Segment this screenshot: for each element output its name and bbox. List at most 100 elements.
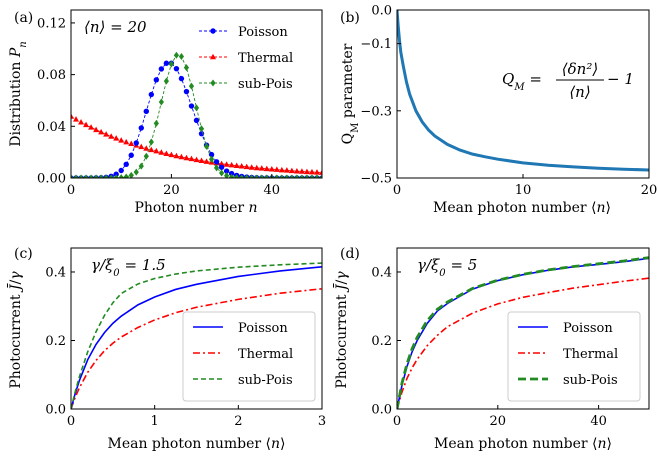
y-tick-label: 0.08 [37,68,66,83]
legend-box [507,311,641,402]
axes-frame [70,9,323,179]
data-point [210,53,216,60]
data-point [279,174,285,178]
data-point [148,138,154,146]
data-point [288,167,295,174]
series-thermal [397,277,649,409]
panel-b: 0 10 20 −0.5 −0.3 −0.1 0.0 (b) Mean photon numbe… [340,4,657,217]
legend: Poisson Thermal sub-Pois [182,311,316,402]
data-point [123,173,129,178]
data-point [284,174,290,178]
plot-area-b [397,10,649,172]
data-point [213,164,220,172]
series-subpois [397,256,649,409]
series-subpois [71,262,322,409]
y-axis-label: Photocurrent J̄/γ [332,271,350,389]
data-point [273,166,280,172]
data-point [188,103,195,109]
data-point [259,174,265,178]
plot-area-a [71,51,322,178]
data-point [263,165,270,172]
legend-item: Poisson [518,321,613,336]
x-axis-label: Photon number n [134,200,257,216]
y-tick-label: 0.2 [371,334,392,349]
data-point [118,137,125,143]
data-point [173,51,180,59]
data-point [188,155,195,162]
legend-label: sub-Pois [238,373,293,388]
data-point [278,166,285,173]
data-point [133,168,139,176]
y-tick-label: 0.4 [45,265,66,280]
data-point [128,152,134,158]
data-point [264,174,270,178]
data-point [319,174,322,178]
data-point [88,174,94,178]
panel-label: (c) [14,246,33,262]
data-point [253,164,260,171]
data-point [128,140,135,147]
data-point [234,174,240,178]
data-point [128,171,134,178]
panel-label: (d) [340,246,360,262]
data-point [294,174,300,178]
data-point [153,119,159,127]
data-point [198,157,205,163]
data-point [168,60,174,68]
data-point [153,147,160,154]
x-tick-label: 0 [393,183,401,198]
legend-label: Thermal [238,347,293,362]
x-tick-label: 40 [264,183,281,198]
legend: Poisson Thermal sub-Pois [199,25,293,92]
y-tick-label: −0.5 [360,172,392,187]
series-thermal [71,287,322,409]
legend: Poisson Thermal sub-Pois [507,311,641,402]
data-point [78,174,84,178]
data-point [289,174,295,178]
formula-numerator: ⟨δn²⟩ [562,60,598,78]
data-point [178,153,185,160]
data-point [143,152,149,160]
data-point [198,125,205,133]
qm-curve [397,10,649,172]
data-point [210,79,216,87]
data-point [153,77,160,83]
panel-label: (b) [340,10,360,26]
legend-label: Poisson [238,321,288,336]
series-line [71,116,322,174]
series-thermal [71,113,322,175]
legend-item: Poisson [193,321,288,336]
data-point [299,174,305,178]
axes-frame [396,247,650,410]
plot-area [71,262,322,409]
data-point [103,131,110,137]
legend-item: sub-Pois [193,373,293,388]
x-tick-label: 20 [490,414,507,429]
data-point [148,91,155,98]
ratio-annotation: γ/ξ0 = 5 [417,256,477,279]
data-point [71,174,74,178]
data-point [210,28,216,34]
y-tick-label: 0.0 [371,4,392,19]
data-point [309,174,315,178]
data-point [219,169,225,177]
legend-label: sub-Pois [563,373,618,388]
data-point [313,169,320,175]
data-point [163,60,170,66]
data-point [163,77,169,85]
data-point [138,143,145,150]
data-point [283,167,290,173]
data-point [93,174,99,178]
y-tick-label: 0.12 [37,16,66,31]
y-tick-label: 0.4 [371,265,392,280]
data-point [244,174,250,178]
x-tick-label: 0 [393,414,401,429]
data-point [229,173,235,178]
data-point [168,151,175,158]
formula-tail: − 1 [607,70,634,88]
data-point [203,158,210,164]
x-tick-label: 10 [515,183,532,198]
data-point [143,108,149,115]
data-point [193,156,200,163]
data-point [113,171,119,177]
